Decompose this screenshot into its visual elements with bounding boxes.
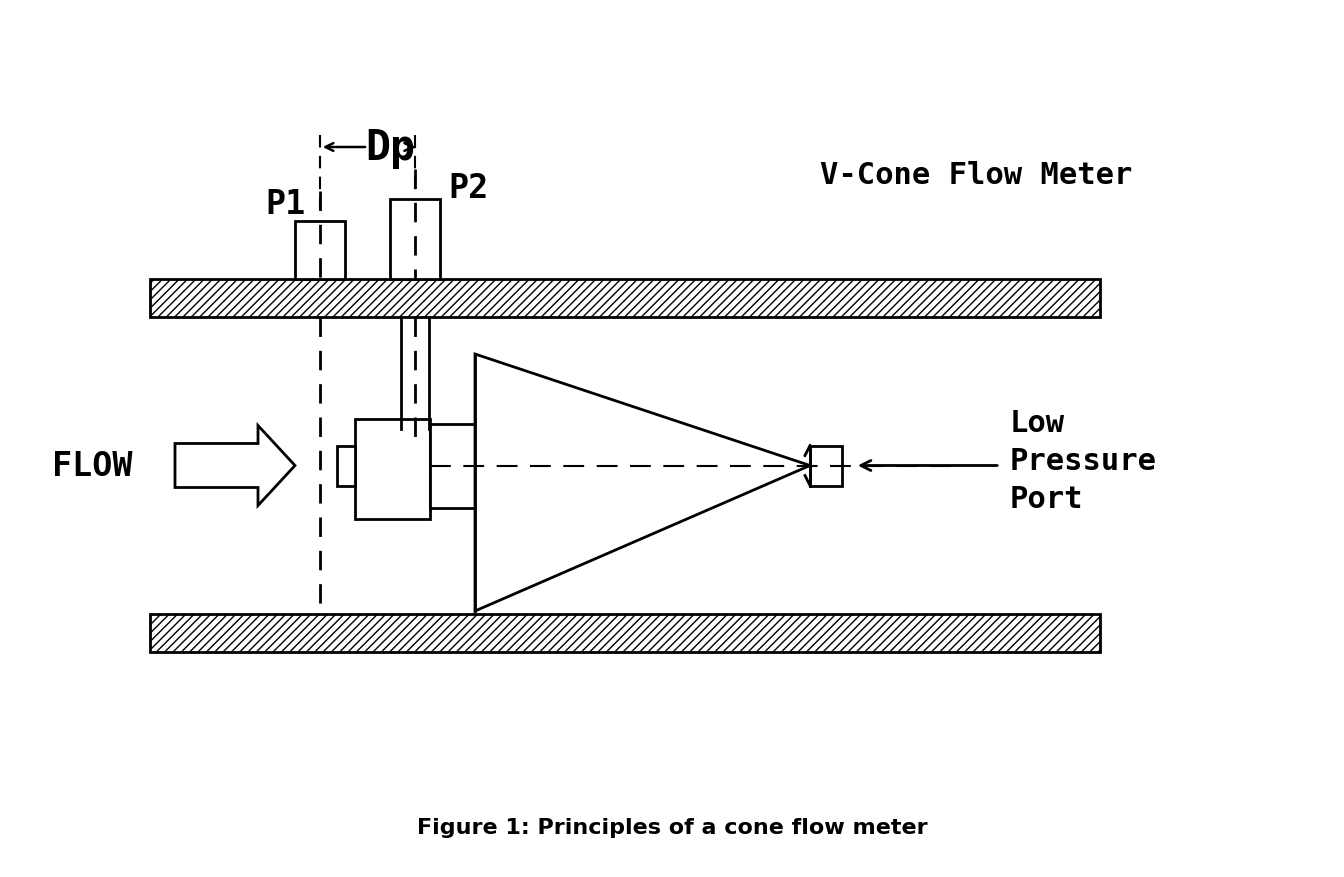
Text: Low
Pressure
Port: Low Pressure Port bbox=[1009, 409, 1157, 514]
Text: P1: P1 bbox=[265, 189, 305, 221]
Polygon shape bbox=[430, 424, 474, 508]
Text: Dp: Dp bbox=[366, 127, 415, 168]
Text: V-Cone Flow Meter: V-Cone Flow Meter bbox=[820, 160, 1133, 189]
Text: P2: P2 bbox=[448, 171, 488, 204]
Polygon shape bbox=[294, 222, 345, 280]
Polygon shape bbox=[810, 446, 841, 486]
Polygon shape bbox=[151, 614, 1099, 652]
Text: Figure 1: Principles of a cone flow meter: Figure 1: Principles of a cone flow mete… bbox=[417, 817, 927, 837]
Polygon shape bbox=[474, 354, 810, 611]
Text: FLOW: FLOW bbox=[52, 450, 133, 482]
Polygon shape bbox=[337, 446, 355, 486]
Polygon shape bbox=[151, 280, 1099, 317]
Polygon shape bbox=[175, 426, 294, 506]
Polygon shape bbox=[390, 200, 439, 280]
Polygon shape bbox=[355, 419, 430, 519]
